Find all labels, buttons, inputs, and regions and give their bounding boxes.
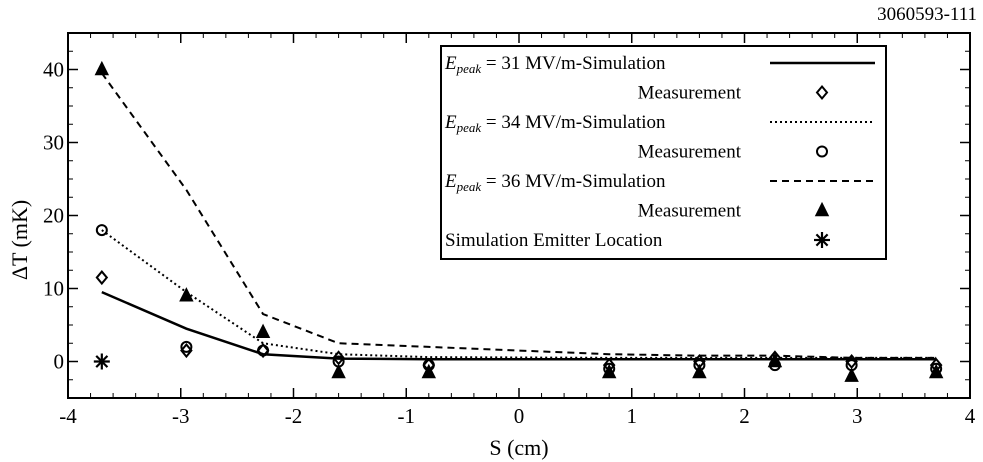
- data-point-triangle: [692, 363, 707, 379]
- legend-marker-asterisk: [814, 232, 830, 248]
- series-line-solid: [101, 291, 937, 361]
- legend-subscript: peak: [456, 179, 482, 194]
- data-point-triangle: [844, 367, 859, 382]
- series-line-dotted: [101, 229, 937, 359]
- legend-e-symbol: E: [444, 53, 457, 74]
- y-tick-label: 30: [43, 131, 64, 155]
- data-point-triangle: [767, 352, 783, 368]
- y-tick-label: 0: [54, 350, 65, 374]
- x-tick-label: 3: [852, 404, 863, 428]
- legend-marker-circle: [816, 145, 828, 158]
- x-tick-label: 0: [514, 404, 525, 428]
- x-tick-label: 2: [739, 404, 750, 428]
- data-point-triangle: [179, 287, 194, 302]
- data-point-triangle: [255, 323, 271, 339]
- legend-marker-diamond: [815, 84, 829, 101]
- legend-entry-label: Epeak = 31 MV/m-Simulation: [444, 53, 666, 76]
- figure-id-label: 3060593-111: [877, 4, 977, 25]
- x-tick-label: 1: [627, 404, 638, 428]
- data-point-triangle: [94, 60, 110, 76]
- asterisk-stroke: [95, 355, 109, 368]
- legend: Epeak = 31 MV/m-Simulation Measurement Epe…: [440, 45, 887, 260]
- y-axis-label: ΔT (mK): [7, 200, 32, 280]
- legend-box: [440, 45, 887, 260]
- legend-entry-label: Measurement: [638, 142, 742, 163]
- series-lines: [101, 72, 937, 361]
- data-point-asterisk: [93, 353, 110, 370]
- legend-entry-label: Measurement: [638, 201, 742, 222]
- data-point-circle: [257, 344, 270, 357]
- legend-subscript: peak: [456, 61, 482, 76]
- legend-e-symbol: E: [444, 171, 457, 192]
- legend-entry-label: Simulation Emitter Location: [445, 230, 663, 251]
- y-tick-label: 40: [43, 58, 64, 82]
- x-tick-label: -4: [59, 404, 77, 428]
- x-tick-label: -2: [285, 404, 303, 428]
- x-tick-label: -3: [172, 404, 190, 428]
- data-point-triangle: [331, 363, 346, 379]
- data-point-diamond: [180, 342, 193, 359]
- legend-marker-triangle: [814, 201, 830, 217]
- x-axis-label: S (cm): [489, 435, 548, 460]
- series-markers: [93, 60, 944, 382]
- data-point-circle: [180, 340, 193, 353]
- legend-subscript: peak: [456, 120, 482, 135]
- legend-entry-label: Epeak = 34 MV/m-Simulation: [444, 112, 666, 135]
- x-tick-label: 4: [965, 404, 976, 428]
- data-point-diamond: [95, 269, 109, 286]
- data-point-triangle: [928, 363, 944, 379]
- data-point-triangle: [601, 363, 617, 379]
- legend-e-symbol: E: [444, 112, 457, 133]
- legend-entry-label: Epeak = 36 MV/m-Simulation: [444, 171, 666, 194]
- y-tick-label: 20: [43, 204, 64, 228]
- x-tick-label: -1: [398, 404, 416, 428]
- legend-entry-label: Measurement: [638, 83, 742, 104]
- legend-text-rest: = 31 MV/m-Simulation: [481, 53, 666, 74]
- data-point-circle: [95, 224, 108, 237]
- legend-text-rest: = 34 MV/m-Simulation: [481, 112, 666, 133]
- y-tick-label: 10: [43, 277, 64, 301]
- legend-text-rest: = 36 MV/m-Simulation: [481, 171, 666, 192]
- series-line-dashed: [101, 72, 937, 359]
- asterisk-stroke: [815, 233, 829, 247]
- data-point-triangle: [421, 363, 437, 379]
